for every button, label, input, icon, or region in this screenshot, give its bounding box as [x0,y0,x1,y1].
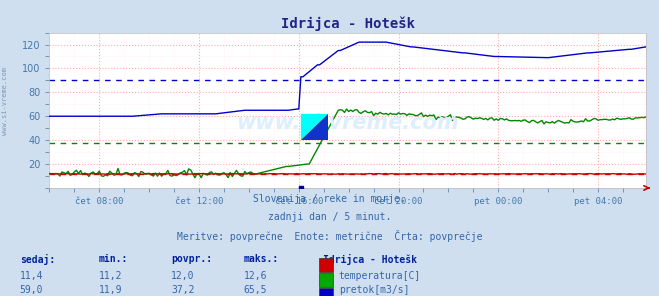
Polygon shape [301,114,328,140]
Text: Slovenija / reke in morje.: Slovenija / reke in morje. [253,194,406,204]
Text: 12,6: 12,6 [244,271,268,281]
Title: Idrijca - Hotešk: Idrijca - Hotešk [281,17,415,31]
Text: zadnji dan / 5 minut.: zadnji dan / 5 minut. [268,212,391,222]
Text: www.si-vreme.com: www.si-vreme.com [2,67,9,135]
Text: maks.:: maks.: [244,254,279,264]
Text: www.si-vreme.com: www.si-vreme.com [237,113,459,133]
Text: pretok[m3/s]: pretok[m3/s] [339,285,409,295]
Text: povpr.:: povpr.: [171,254,212,264]
Polygon shape [301,114,328,140]
Bar [319,273,333,287]
Text: temperatura[C]: temperatura[C] [339,271,421,281]
Text: 11,4: 11,4 [20,271,43,281]
Text: 11,9: 11,9 [99,285,123,295]
Text: 11,2: 11,2 [99,271,123,281]
Bar [301,114,328,140]
Text: min.:: min.: [99,254,129,264]
Text: 12,0: 12,0 [171,271,195,281]
Text: 65,5: 65,5 [244,285,268,295]
Text: sedaj:: sedaj: [20,254,55,265]
Text: Meritve: povprečne  Enote: metrične  Črta: povprečje: Meritve: povprečne Enote: metrične Črta:… [177,230,482,242]
Bar [319,288,333,296]
Bar [319,258,333,272]
Text: Idrijca - Hotešk: Idrijca - Hotešk [323,254,417,265]
Text: 37,2: 37,2 [171,285,195,295]
Text: 59,0: 59,0 [20,285,43,295]
